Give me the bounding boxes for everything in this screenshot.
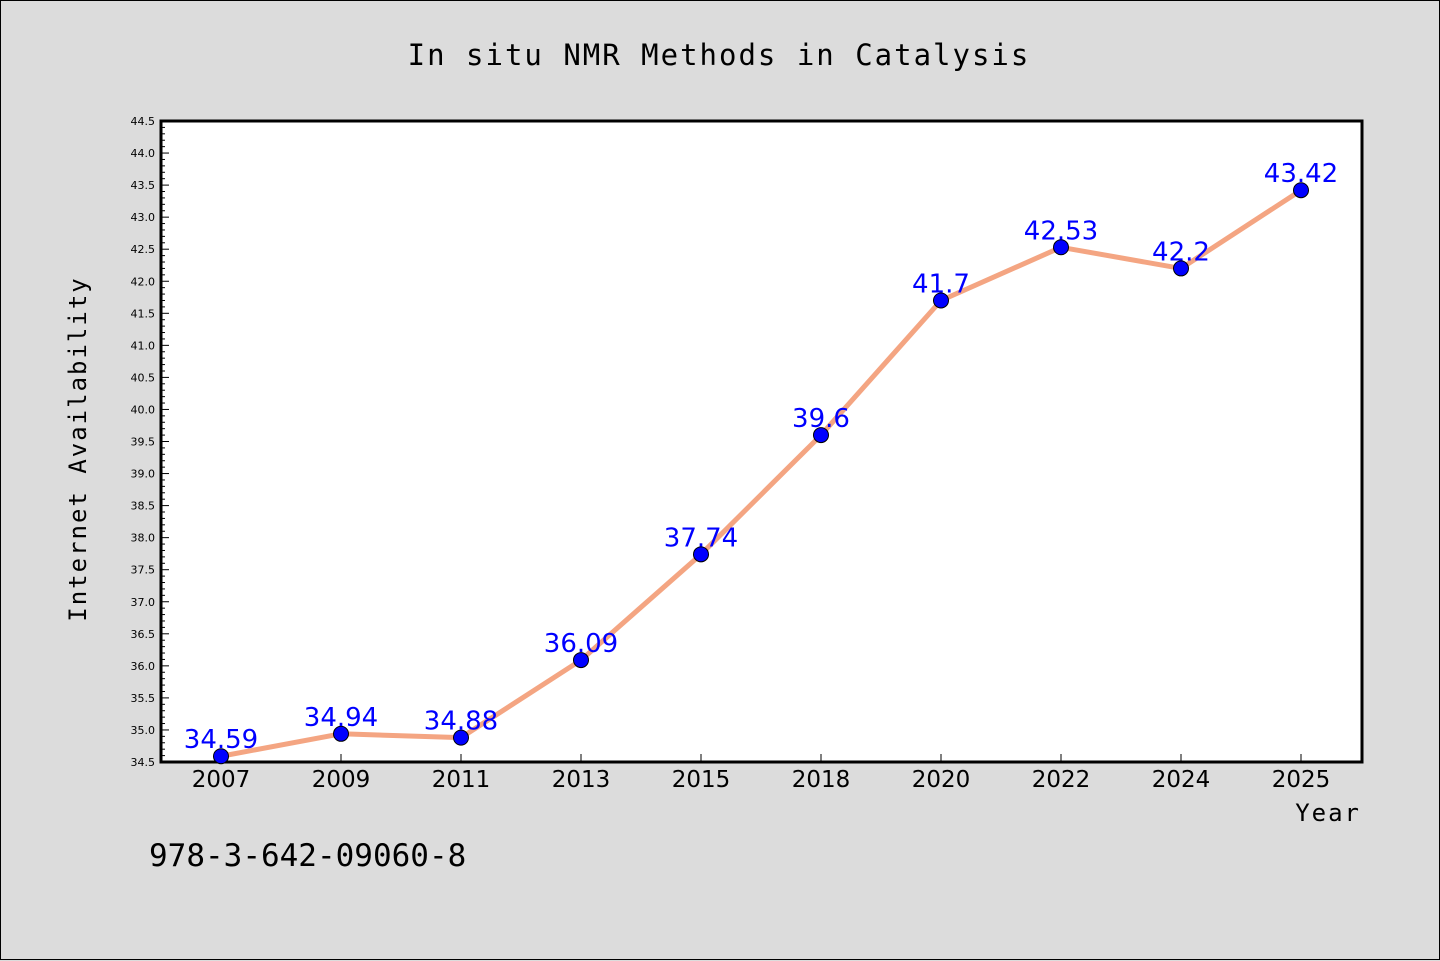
- y-tick-label: 43.5: [131, 179, 156, 192]
- y-tick-label: 34.5: [131, 756, 156, 769]
- data-label: 42.2: [1152, 237, 1210, 267]
- x-axis-label: Year: [1295, 799, 1361, 827]
- y-tick-label: 35.5: [131, 692, 156, 705]
- y-tick-label: 35.0: [131, 724, 156, 737]
- data-label: 34.94: [304, 703, 378, 733]
- data-point: [1293, 182, 1309, 199]
- data-point: [573, 652, 589, 669]
- y-tick-label: 38.0: [131, 532, 156, 545]
- y-axis-label: Internet Availability: [64, 276, 92, 621]
- y-tick-label: 40.5: [131, 371, 156, 384]
- isbn-annotation: 978-3-642-09060-8: [149, 838, 466, 874]
- data-point: [1053, 239, 1069, 256]
- x-tick-label: 2025: [1272, 767, 1331, 793]
- series-markers: [213, 182, 1309, 765]
- data-label: 37.74: [664, 523, 738, 553]
- y-tick-label: 39.5: [131, 436, 156, 449]
- y-tick-label: 36.5: [131, 628, 156, 641]
- data-label: 43.42: [1264, 159, 1338, 189]
- y-tick-label: 44.5: [131, 115, 156, 128]
- x-tick-label: 2007: [192, 767, 251, 793]
- chart-title: In situ NMR Methods in Catalysis: [408, 38, 1031, 72]
- x-tick-label: 2011: [432, 767, 491, 793]
- y-tick-label: 36.0: [131, 660, 156, 673]
- x-tick-label: 2018: [792, 767, 851, 793]
- x-tick-label: 2013: [552, 767, 611, 793]
- y-axis: 34.5 35.0 35.5 36.0 36.5 37.0 37.5 38.0 38.5 39.0…: [131, 115, 169, 769]
- data-point: [693, 546, 709, 563]
- x-tick-label: 2020: [912, 767, 971, 793]
- y-tick-label: 37.0: [131, 596, 156, 609]
- x-tick-label: 2024: [1152, 767, 1211, 793]
- data-point: [213, 748, 229, 765]
- x-tick-label: 2022: [1032, 767, 1091, 793]
- x-axis: 2007 2009 2011 2013 2015 2018 2020 2022 2024 2025: [192, 754, 1331, 793]
- data-point: [333, 725, 349, 742]
- data-point: [1173, 260, 1189, 277]
- y-tick-label: 41.0: [131, 339, 156, 352]
- data-label: 42.53: [1024, 216, 1098, 246]
- data-point: [453, 729, 469, 746]
- series-line-group: [218, 187, 1304, 759]
- x-tick-label: 2015: [672, 767, 731, 793]
- series-line: [218, 187, 1304, 759]
- y-tick-label: 39.0: [131, 468, 156, 481]
- data-point: [813, 427, 829, 444]
- x-tick-label: 2009: [312, 767, 371, 793]
- y-tick-label: 40.0: [131, 403, 156, 416]
- y-tick-label: 38.5: [131, 500, 156, 513]
- data-label: 39.6: [792, 404, 850, 434]
- y-tick-label: 44.0: [131, 147, 156, 160]
- y-tick-label: 42.0: [131, 275, 156, 288]
- y-tick-label: 42.5: [131, 243, 156, 256]
- y-tick-label: 41.5: [131, 307, 156, 320]
- plot-area: [159, 119, 1364, 764]
- data-label: 41.7: [912, 269, 970, 299]
- y-tick-label: 37.5: [131, 564, 156, 577]
- data-label: 34.59: [184, 725, 258, 755]
- y-tick-label: 43.0: [131, 211, 156, 224]
- data-labels: 34.59 34.94 34.88 36.09 37.74 39.6 41.7 42.53 42…: [184, 159, 1338, 755]
- data-point: [933, 292, 949, 309]
- data-label: 36.09: [544, 629, 618, 659]
- data-label: 34.88: [424, 707, 498, 737]
